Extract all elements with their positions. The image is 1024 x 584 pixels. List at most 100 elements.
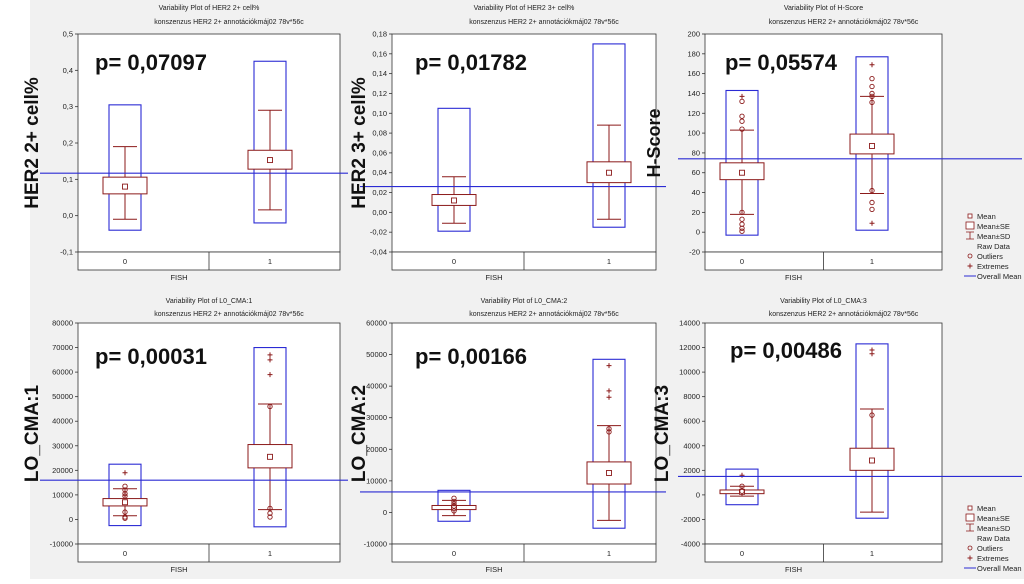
group-0 xyxy=(719,468,765,506)
x-category-label: 0 xyxy=(123,257,127,266)
legend-label: Mean±SD xyxy=(977,232,1011,241)
outlier-point xyxy=(451,500,457,507)
outlier-point xyxy=(739,488,745,494)
mean-marker xyxy=(606,169,612,176)
mean-marker xyxy=(739,169,745,176)
chart-title: Variability Plot of L0_CMA:3 xyxy=(780,298,867,305)
x-axis-label: FISH xyxy=(170,273,187,282)
x-category-label: 1 xyxy=(870,549,874,558)
group-1 xyxy=(586,43,632,228)
y-tick-label: 2000 xyxy=(683,466,700,475)
y-tick-label: 0,5 xyxy=(63,30,73,39)
extreme-plus-icon xyxy=(967,555,973,561)
outlier-point xyxy=(739,216,745,222)
legend-label: Raw Data xyxy=(977,534,1011,543)
y-tick-label: 8000 xyxy=(683,392,700,401)
y-axis-label: HER2 2+ cell% xyxy=(22,77,43,209)
y-tick-label: 80 xyxy=(692,148,700,157)
outlier-point xyxy=(122,493,128,499)
y-tick-label: 4000 xyxy=(683,441,700,450)
chart-subtitle: konszenzus HER2 2+ annotációkmáj02 78v*5… xyxy=(154,19,304,26)
sd-whisker-icon xyxy=(966,523,974,532)
y-tick-label: -2000 xyxy=(681,515,700,524)
y-tick-label: 70000 xyxy=(52,343,73,352)
y-tick-label: 0,1 xyxy=(63,175,73,184)
y-tick-label: 0 xyxy=(696,228,700,237)
y-tick-label: 6000 xyxy=(683,417,700,426)
x-category-label: 1 xyxy=(268,549,272,558)
y-tick-label: 0,00 xyxy=(372,208,387,217)
chart-subtitle: konszenzus HER2 2+ annotációkmáj02 78v*5… xyxy=(469,19,619,26)
y-tick-label: 20000 xyxy=(52,466,73,475)
outlier-point xyxy=(451,508,457,514)
extreme-point xyxy=(267,372,273,378)
legend-label: Overall Mean xyxy=(977,272,1022,281)
y-tick-label: 120 xyxy=(687,109,700,118)
range-box xyxy=(592,43,626,228)
y-axis-label: LO_CMA:2 xyxy=(349,385,370,482)
legend-label: Mean±SE xyxy=(977,514,1010,523)
y-tick-label: 0,14 xyxy=(372,69,387,78)
outlier-point xyxy=(739,225,745,231)
x-category-label: 1 xyxy=(607,549,611,558)
group-0 xyxy=(431,489,477,522)
mean-square-icon xyxy=(967,213,973,219)
outlier-point xyxy=(739,209,745,216)
legend-label: Mean±SE xyxy=(977,222,1010,231)
outlier-point xyxy=(869,199,875,206)
y-tick-label: 10000 xyxy=(52,490,73,499)
range-box xyxy=(437,107,471,232)
extreme-point xyxy=(869,220,875,226)
y-tick-label: 40000 xyxy=(366,382,387,391)
plot-area xyxy=(704,33,943,253)
outlier-point xyxy=(267,403,273,410)
group-1 xyxy=(247,347,293,528)
y-tick-label: -0,02 xyxy=(370,228,387,237)
mean-marker xyxy=(122,499,128,506)
mean-marker xyxy=(451,197,457,204)
outlier-point xyxy=(869,412,875,418)
range-box xyxy=(253,347,287,528)
p-value-label: p= 0,00031 xyxy=(95,344,207,369)
legend-label: Extremes xyxy=(977,554,1009,563)
extreme-point xyxy=(739,93,745,99)
y-tick-label: 50000 xyxy=(52,392,73,401)
y-tick-label: 60000 xyxy=(366,319,387,328)
plot-area xyxy=(77,33,341,253)
mean-marker xyxy=(267,157,273,164)
group-1 xyxy=(586,358,632,529)
y-tick-label: 0 xyxy=(696,490,700,499)
legend-label: Outliers xyxy=(977,544,1003,553)
outlier-point xyxy=(122,515,128,521)
x-category-label: 1 xyxy=(607,257,611,266)
se-box-icon xyxy=(965,221,975,230)
chart-subtitle: konszenzus HER2 2+ annotációkmáj02 78v*5… xyxy=(154,311,304,318)
range-box xyxy=(725,468,759,506)
legend-label: Mean±SD xyxy=(977,524,1011,533)
chart-title: Variability Plot of HER2 2+ cell% xyxy=(159,5,260,12)
outlier-circle-icon xyxy=(967,545,973,551)
x-category-label: 0 xyxy=(740,549,744,558)
y-tick-label: 0 xyxy=(383,508,387,517)
x-axis-label: FISH xyxy=(485,273,502,282)
extreme-point xyxy=(122,470,128,476)
extreme-point xyxy=(869,62,875,68)
x-axis-label: FISH xyxy=(170,565,187,574)
chart-panel-2: Variability Plot of HER2 3+ cell% konszen… xyxy=(349,0,668,290)
range-box xyxy=(108,104,142,231)
outlier-point xyxy=(739,98,745,105)
extreme-point xyxy=(267,357,273,363)
outlier-point xyxy=(451,495,457,501)
p-value-label: p= 0,00166 xyxy=(415,344,527,369)
chart-panel-5: Variability Plot of L0_CMA:2 konszenzus H… xyxy=(349,290,668,579)
y-tick-label: 60000 xyxy=(52,368,73,377)
y-tick-label: -0,1 xyxy=(60,248,73,257)
mean-marker xyxy=(122,183,128,190)
y-tick-label: 30000 xyxy=(366,413,387,422)
p-value-label: p= 0,05574 xyxy=(725,50,838,75)
group-1 xyxy=(849,343,895,519)
extreme-point xyxy=(606,394,612,400)
outlier-point xyxy=(267,514,273,520)
x-axis-label: FISH xyxy=(785,565,802,574)
